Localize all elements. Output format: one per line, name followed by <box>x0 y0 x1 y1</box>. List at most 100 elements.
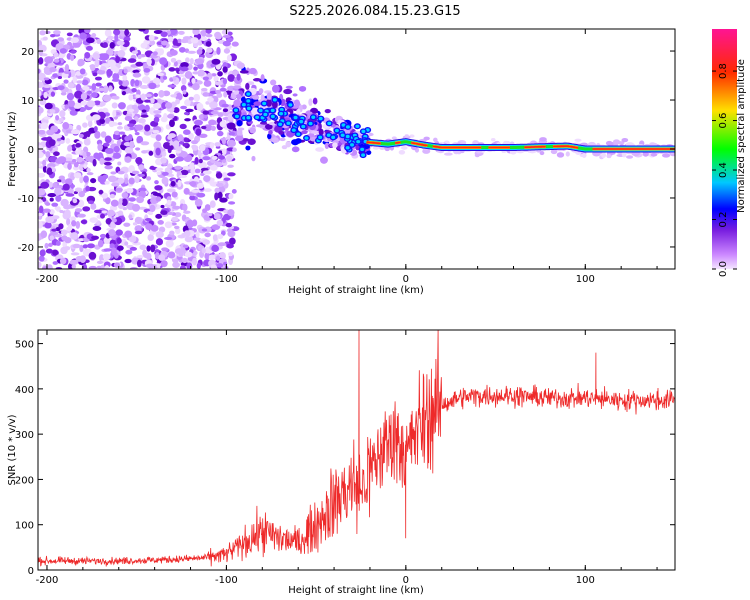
noise-blob <box>152 129 160 134</box>
transition-core-hot <box>345 146 350 150</box>
noise-blob <box>97 239 104 248</box>
noise-blob <box>179 123 187 130</box>
noise-blob <box>69 109 78 116</box>
transition-blob <box>260 94 265 102</box>
noise-blob <box>160 31 168 38</box>
noise-blob <box>69 259 79 265</box>
noise-blob <box>211 73 217 77</box>
noise-blob <box>111 182 120 187</box>
noise-blob <box>52 182 58 189</box>
noise-blob <box>222 159 227 163</box>
noise-blob <box>95 82 102 87</box>
noise-blob <box>129 246 138 251</box>
noise-blob <box>191 145 199 151</box>
transition-core-hot <box>246 99 251 103</box>
noise-blob <box>90 202 97 210</box>
colorbar-ticks: 0.0 0.2 0.4 0.6 0.8 <box>712 63 737 277</box>
transition-blob <box>281 145 288 150</box>
noise-blob <box>65 138 71 144</box>
noise-blob <box>83 175 89 183</box>
noise-blob <box>196 192 206 198</box>
noise-blob <box>174 212 182 218</box>
transition-blob <box>265 123 273 130</box>
noise-blob <box>98 53 107 61</box>
noise-blob <box>221 103 229 108</box>
noise-blob <box>162 141 171 150</box>
noise-blob <box>115 187 123 192</box>
noise-blob <box>188 96 194 101</box>
noise-blob <box>182 89 187 95</box>
noise-blob <box>113 145 120 153</box>
noise-blob <box>38 106 44 114</box>
noise-blob <box>134 175 140 184</box>
noise-blob <box>78 133 84 138</box>
noise-blob <box>48 242 53 247</box>
transition-core-hot <box>326 133 331 137</box>
noise-blob <box>214 81 223 86</box>
noise-blob <box>155 238 164 246</box>
noise-blob <box>192 257 198 266</box>
noise-blob <box>100 213 105 219</box>
noise-blob <box>124 116 133 121</box>
noise-blob <box>135 61 144 67</box>
noise-blob <box>144 217 152 222</box>
noise-blob <box>42 159 47 167</box>
noise-blob <box>183 230 191 237</box>
noise-blob <box>140 114 149 118</box>
noise-blob <box>101 210 108 214</box>
noise-blob <box>162 75 168 80</box>
noise-blob <box>71 159 77 163</box>
transition-blob <box>324 109 331 114</box>
transition-blob <box>251 155 256 162</box>
noise-blob <box>49 109 56 114</box>
carrier-halo <box>474 152 480 158</box>
noise-blob <box>179 265 186 269</box>
noise-blob <box>205 33 213 38</box>
noise-blob <box>196 49 203 55</box>
noise-blob <box>118 102 126 110</box>
noise-blob <box>100 66 107 71</box>
noise-blob <box>218 155 226 160</box>
noise-blob <box>110 199 119 207</box>
noise-blob <box>70 232 79 240</box>
noise-blob <box>215 171 223 179</box>
noise-blob <box>134 132 140 136</box>
noise-blob <box>202 92 210 97</box>
noise-blob <box>142 249 148 257</box>
noise-blob <box>138 29 146 32</box>
noise-blob <box>86 167 91 173</box>
noise-blob <box>124 29 130 37</box>
noise-blob <box>160 210 168 216</box>
noise-blob <box>90 178 97 184</box>
snr-y-tick-label: 100 <box>15 521 34 532</box>
noise-blob <box>121 79 130 87</box>
noise-blob <box>94 76 102 81</box>
noise-blob <box>198 133 208 138</box>
noise-blob <box>118 80 123 86</box>
noise-blob <box>112 205 118 211</box>
noise-blob <box>66 218 71 226</box>
transition-core-hot <box>299 119 304 124</box>
noise-blob <box>57 75 63 80</box>
noise-blob <box>158 89 165 98</box>
noise-blob <box>174 165 182 170</box>
noise-blob <box>64 157 73 162</box>
noise-blob <box>197 69 205 77</box>
transition-core-hot <box>286 121 291 125</box>
noise-blob <box>191 77 196 85</box>
carrier-halo <box>556 152 565 158</box>
noise-blob <box>88 251 97 260</box>
noise-blob <box>93 126 98 133</box>
noise-blob <box>84 51 91 59</box>
noise-blob <box>203 124 213 132</box>
noise-blob <box>57 179 63 183</box>
transition-core-hot <box>361 129 366 134</box>
snr-x-tick-label: 0 <box>403 575 409 586</box>
noise-blob <box>167 163 173 169</box>
noise-blob <box>186 219 195 228</box>
noise-blob <box>82 206 91 212</box>
noise-blob <box>149 97 155 104</box>
noise-blob <box>108 120 115 128</box>
noise-blob <box>169 230 175 236</box>
